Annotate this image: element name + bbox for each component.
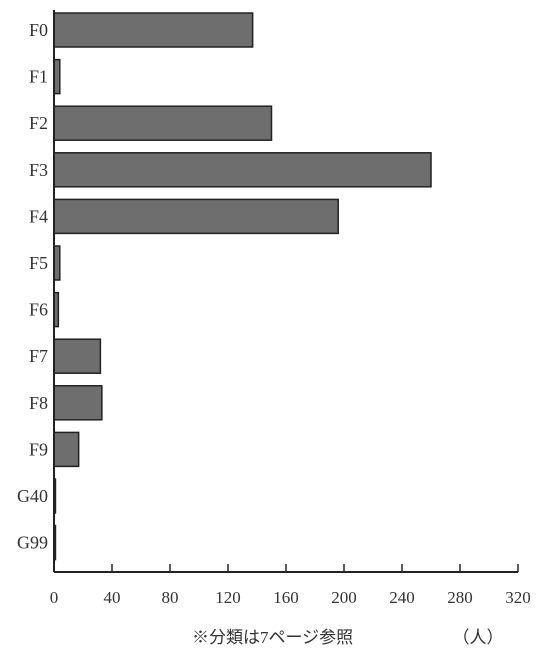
bar-f0 <box>53 12 254 48</box>
x-tick-label-200: 200 <box>331 588 357 607</box>
category-label-f1: F1 <box>29 67 48 87</box>
category-label-f5: F5 <box>29 253 48 273</box>
bar-f2 <box>53 105 273 141</box>
unit-label: （人） <box>453 628 504 647</box>
x-tick-label-160: 160 <box>273 588 299 607</box>
category-label-f0: F0 <box>29 20 48 40</box>
x-tick-label-80: 80 <box>162 588 179 607</box>
bar-f8 <box>53 385 103 421</box>
x-tick-label-280: 280 <box>447 588 473 607</box>
bar-f4 <box>53 198 339 235</box>
classification-note: ※分類は7ページ参照 <box>192 628 353 647</box>
category-label-g99: G99 <box>17 533 48 553</box>
bar-f7 <box>53 338 102 374</box>
x-tick-label-0: 0 <box>50 588 59 607</box>
category-label-f9: F9 <box>29 439 48 459</box>
category-label-f2: F2 <box>29 113 48 133</box>
category-label-f6: F6 <box>29 300 48 320</box>
category-label-f7: F7 <box>29 346 48 366</box>
x-tick-label-240: 240 <box>389 588 415 607</box>
category-label-f8: F8 <box>29 393 48 413</box>
category-label-g40: G40 <box>17 486 48 506</box>
bar-f9 <box>53 431 80 468</box>
bar-f3 <box>53 152 432 188</box>
x-tick-label-120: 120 <box>215 588 241 607</box>
x-tick-label-320: 320 <box>505 588 531 607</box>
category-label-f3: F3 <box>29 160 48 180</box>
category-label-f4: F4 <box>29 206 48 226</box>
x-tick-label-40: 40 <box>104 588 121 607</box>
